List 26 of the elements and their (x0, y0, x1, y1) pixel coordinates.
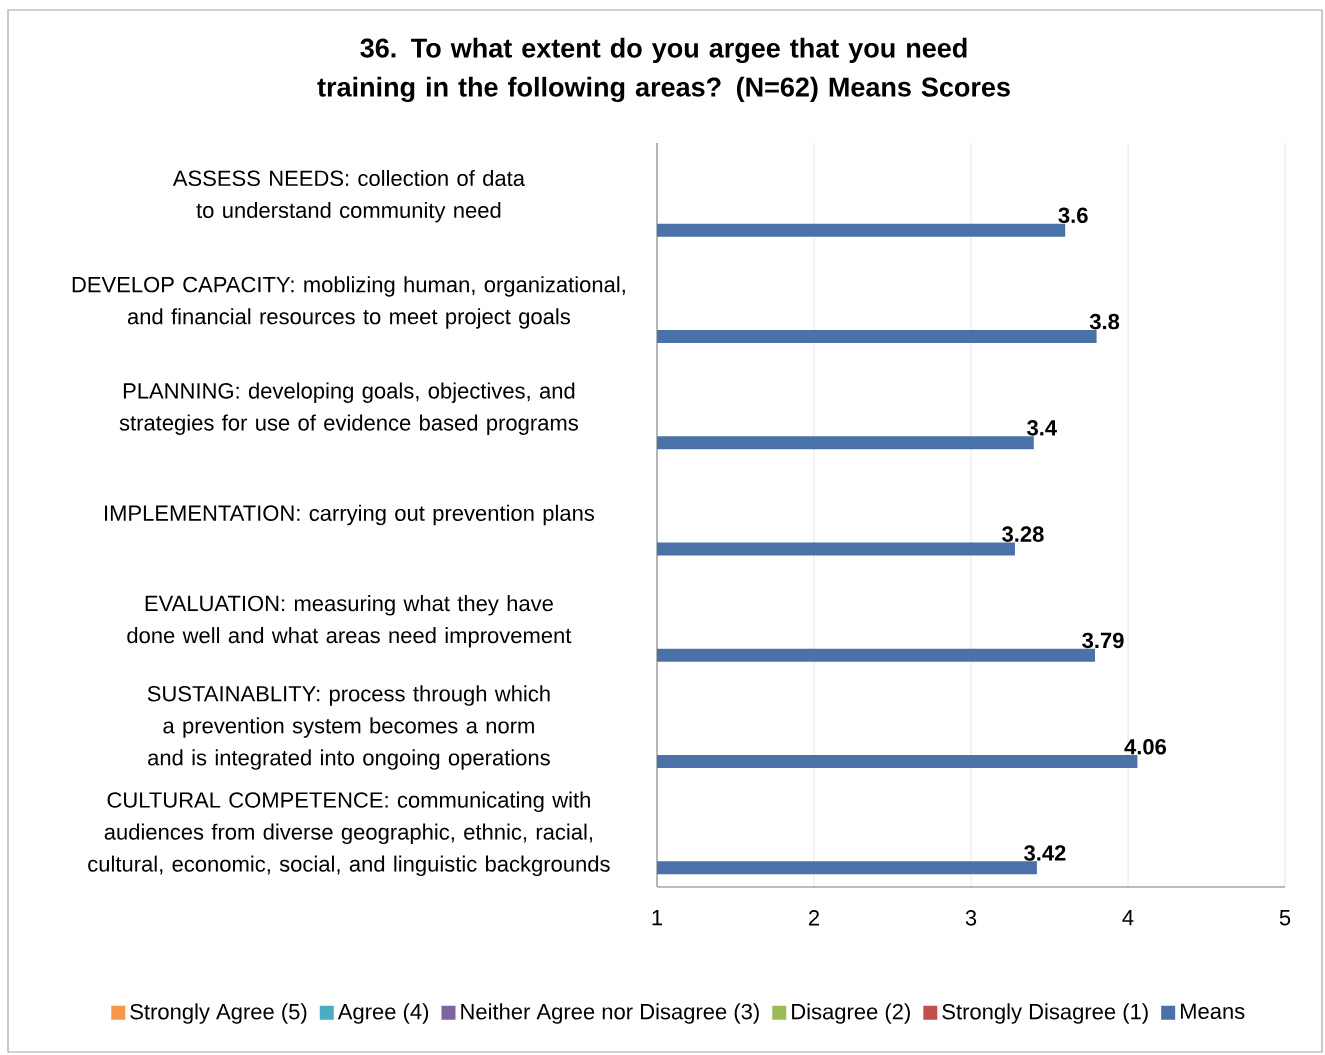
legend-label: Strongly Agree (5) (130, 1003, 307, 1024)
data-label: 3.28 (1002, 526, 1044, 542)
x-tick-label: 3 (965, 910, 977, 926)
data-label: 3.8 (1089, 313, 1120, 330)
x-tick-label: 1 (652, 910, 663, 926)
data-label: 3.6 (1058, 207, 1088, 224)
y-tick-label: CULTURAL COMPETENCE: communicating with audiences from diverse geographic, ethnic, racial, cultural, economic, social, and linguistic backgrounds (88, 791, 610, 877)
x-tick-label: 4 (1122, 910, 1134, 926)
legend-label: Neither Agree nor Disagree (3) (461, 1003, 759, 1024)
data-label: 4.06 (1124, 738, 1167, 755)
data-label: 3.4 (1027, 420, 1057, 436)
y-tick-label: ASSESS NEEDS: collection of data to understand community need (172, 169, 525, 223)
y-tick-label: PLANNING: developing goals, objectives, and strategies for use of evidence based programs (119, 382, 578, 435)
legend-label: Strongly Disagree (1) (942, 1003, 1148, 1024)
chart-title: 36. To what extent do you argee that you need training in the following areas? (N=62) Means Scores (317, 37, 1010, 103)
data-label: 3.79 (1082, 632, 1124, 649)
y-tick-label: DEVELOP CAPACITY: moblizing human, organizational, and financial resources to meet project goals (72, 276, 625, 329)
legend-label: Disagree (2) (792, 1003, 910, 1024)
data-label: 3.42 (1024, 845, 1066, 861)
legend-label: Agree (4) (337, 1003, 429, 1024)
x-tick-label: 2 (808, 910, 820, 926)
legend-label: Means (1181, 1003, 1245, 1020)
x-tick-label: 5 (1279, 910, 1291, 926)
y-tick-label: IMPLEMENTATION: carrying out prevention plans (105, 504, 595, 526)
y-tick-label: EVALUATION: measuring what they have done well and what areas need improvement (127, 595, 572, 648)
y-tick-label: SUSTAINABLITY: process through which a prevention system becomes a norm and is integrated into ongoing operations (147, 685, 550, 770)
